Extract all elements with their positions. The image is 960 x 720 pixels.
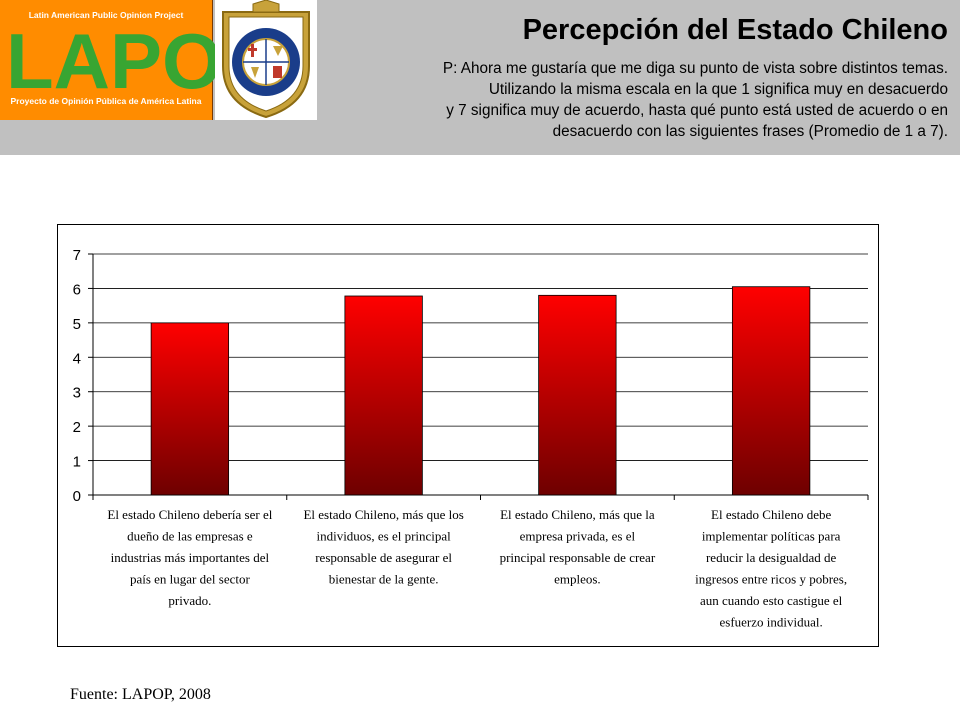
bar — [344, 295, 423, 496]
question-line: Utilizando la misma escala en la que 1 s… — [488, 81, 948, 98]
y-tick-label: 6 — [73, 281, 81, 298]
bar — [731, 286, 811, 496]
y-tick-label: 7 — [73, 247, 81, 264]
x-category-label-line: El estado Chileno debería ser el — [107, 507, 272, 522]
x-category-label: El estado Chileno debe implementar políti… — [695, 507, 847, 630]
x-category-label-line: individuos, es el principal — [316, 529, 451, 544]
x-category-label-line: responsable de asegurar el — [315, 550, 452, 565]
x-category-label-line: ingresos entre ricos y pobres, — [695, 572, 847, 587]
y-tick-label: 4 — [73, 350, 81, 367]
bar — [538, 294, 617, 496]
question-line: y 7 significa muy de acuerdo, hasta qué … — [446, 102, 948, 119]
x-category-label-line: privado. — [168, 593, 211, 608]
bar-chart: 0 1 2 3 4 5 6 7 El estado Chileno debería ser el… — [73, 247, 869, 630]
y-tick-label: 3 — [73, 385, 81, 402]
question-line: P: Ahora me gustaría que me diga su punt… — [442, 60, 948, 77]
x-category-label-line: El estado Chileno, más que los — [303, 507, 463, 522]
x-category-label-line: aun cuando esto castigue el — [700, 593, 843, 608]
lapop-logo-top-text: Latin American Public Opinion Project — [28, 10, 184, 20]
x-category-label-line: El estado Chileno, más que la — [500, 507, 655, 522]
x-category-label-line: país en lugar del sector — [130, 572, 251, 587]
x-category-label-line: El estado Chileno debe — [711, 507, 831, 522]
x-category-label-line: principal responsable de crear — [500, 550, 656, 565]
x-category-label: El estado Chileno, más que la empresa pri… — [500, 507, 656, 587]
header-banner: Latin American Public Opinion Project LA… — [0, 0, 960, 155]
x-category-label-line: esfuerzo individual. — [720, 615, 823, 630]
question-line: desacuerdo con las siguientes frases (Pr… — [552, 123, 948, 140]
x-category-label-line: empleos. — [554, 572, 601, 587]
page-title: Percepción del Estado Chileno — [522, 14, 948, 46]
x-category-label: El estado Chileno, más que los individuos… — [303, 507, 463, 587]
lapop-logo-bottom-text: Proyecto de Opinión Pública de América L… — [10, 96, 202, 106]
bar — [150, 322, 230, 496]
y-tick-label: 0 — [73, 488, 81, 505]
university-seal-logo — [215, 0, 317, 120]
x-category-label-line: implementar políticas para — [702, 529, 841, 544]
x-category-label-line: bienestar de la gente. — [329, 572, 439, 587]
source-note: Fuente: LAPOP, 2008 — [70, 686, 211, 703]
y-tick-label: 2 — [73, 419, 81, 436]
y-tick-label: 1 — [73, 454, 81, 471]
chart-container: 0 1 2 3 4 5 6 7 El estado Chileno debería ser el… — [57, 224, 879, 647]
lapop-logo: Latin American Public Opinion Project LA… — [0, 0, 275, 120]
x-category-label: El estado Chileno debería ser el dueño de… — [107, 507, 272, 608]
x-category-label-line: reducir la desigualdad de — [706, 550, 837, 565]
x-category-label-line: empresa privada, es el — [520, 529, 636, 544]
y-tick-label: 5 — [73, 316, 81, 333]
x-category-label-line: industrias más importantes del — [111, 550, 270, 565]
x-category-label-line: dueño de las empresas e — [127, 529, 253, 544]
question-text: P: Ahora me gustaría que me diga su punt… — [308, 58, 948, 142]
